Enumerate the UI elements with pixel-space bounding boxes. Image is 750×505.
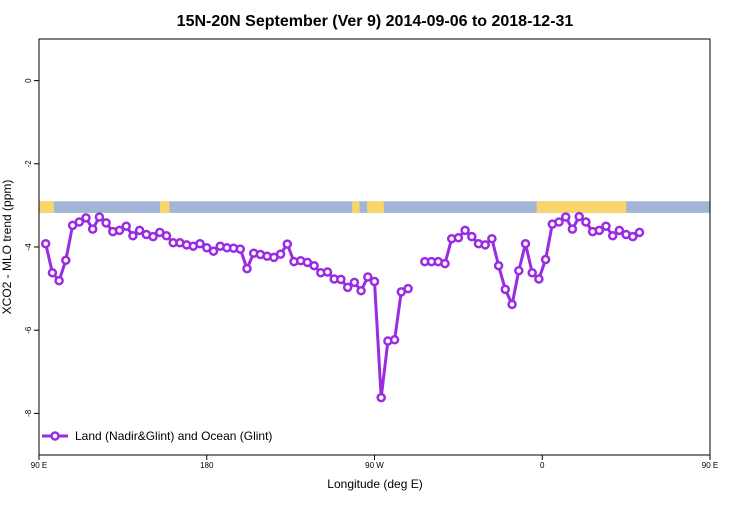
legend-marker-swatch — [50, 431, 60, 441]
data-point — [275, 249, 286, 259]
data-point — [467, 231, 477, 242]
data-point — [114, 225, 125, 236]
land-segment — [39, 201, 54, 213]
y-tick-label: -8 — [24, 409, 33, 417]
x-axis-title: Longitude (deg E) — [327, 477, 422, 491]
data-point — [54, 275, 64, 286]
data-point — [101, 218, 111, 228]
chart-title: 15N-20N September (Ver 9) 2014-09-06 to … — [177, 13, 574, 30]
land-segment — [367, 201, 384, 213]
data-point — [389, 335, 400, 345]
x-tick-label: 90 E — [702, 461, 718, 470]
y-tick-label: 0 — [24, 78, 33, 83]
legend: Land (Nadir&Glint) and Ocean (Glint) — [42, 429, 272, 443]
data-point — [601, 221, 611, 231]
data-point — [493, 260, 504, 271]
data-point — [607, 231, 618, 241]
data-point — [460, 225, 470, 236]
data-point — [567, 224, 578, 234]
y-tick-label: -6 — [24, 326, 33, 334]
data-point — [94, 212, 105, 222]
data-point — [322, 267, 333, 277]
land-segment — [160, 201, 170, 213]
data-point — [487, 233, 497, 244]
data-point — [527, 268, 537, 278]
data-point — [235, 244, 246, 254]
data-point — [161, 231, 172, 241]
land-ocean-strip — [39, 201, 710, 213]
land-segment — [536, 201, 627, 213]
data-point — [128, 231, 138, 241]
data-point — [628, 231, 638, 242]
series-layer — [40, 211, 645, 403]
land-segment — [352, 201, 360, 213]
data-point — [581, 217, 591, 227]
y-axis-ticks: 0 -2 -4 -6 -8 — [24, 78, 39, 417]
y-tick-label: -2 — [24, 160, 33, 168]
x-tick-label: 90 W — [365, 461, 384, 470]
data-point — [47, 268, 58, 278]
data-point — [74, 217, 85, 227]
data-point — [208, 246, 219, 256]
data-point — [453, 233, 464, 243]
data-point — [134, 225, 145, 236]
data-point — [349, 277, 360, 288]
data-point — [242, 263, 252, 274]
data-point — [500, 284, 511, 295]
y-axis-title: XCO2 - MLO trend (ppm) — [0, 180, 14, 315]
data-point — [356, 285, 366, 296]
data-point — [369, 276, 380, 287]
data-point — [121, 221, 131, 231]
data-point — [87, 224, 98, 234]
legend-label: Land (Nadir&Glint) and Ocean (Glint) — [75, 429, 272, 443]
data-point — [520, 238, 531, 249]
x-tick-label: 180 — [200, 461, 214, 470]
data-point — [440, 258, 450, 269]
data-point — [540, 254, 551, 265]
data-point — [61, 255, 71, 266]
data-point — [403, 283, 413, 294]
x-tick-label: 90 E — [31, 461, 47, 470]
data-point — [309, 260, 319, 271]
plot-frame — [38, 38, 711, 456]
data-point — [480, 240, 490, 250]
data-point — [81, 213, 91, 223]
data-point — [560, 212, 571, 222]
data-point — [534, 274, 544, 284]
data-point — [594, 225, 605, 236]
data-point — [574, 211, 584, 222]
y-tick-label: -4 — [24, 243, 33, 251]
data-point — [614, 225, 625, 236]
data-point — [376, 392, 386, 403]
data-point — [336, 274, 346, 285]
data-point — [554, 217, 564, 227]
data-point — [514, 265, 524, 276]
data-point — [282, 239, 293, 249]
data-point — [363, 272, 373, 282]
data-point — [195, 238, 205, 249]
data-point — [40, 238, 51, 249]
data-point — [148, 231, 158, 242]
data-point — [507, 299, 517, 310]
x-tick-label: 0 — [540, 461, 545, 470]
data-point — [634, 227, 645, 238]
data-point — [342, 282, 353, 293]
